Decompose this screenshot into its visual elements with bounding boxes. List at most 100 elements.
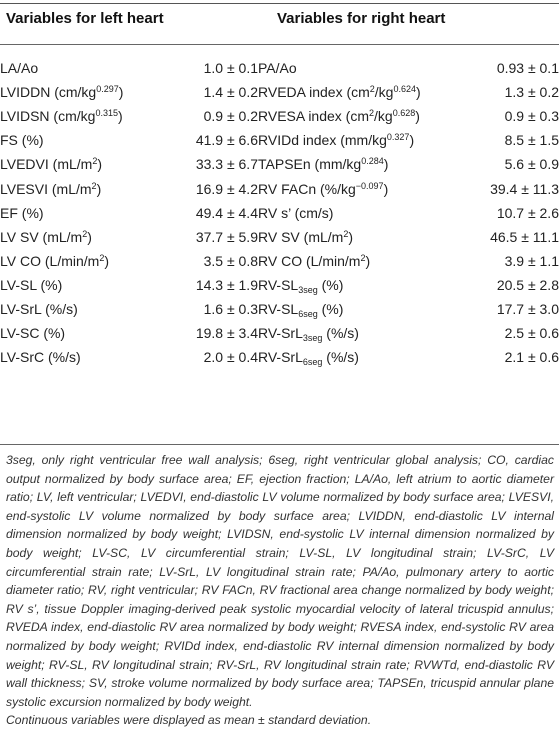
right-variable-suffix: ) <box>383 180 389 197</box>
left-variable-name: EF (%) <box>0 201 158 225</box>
left-variable-name: LV SV (mL/m <box>0 228 83 245</box>
left-variable-suffix: ) <box>117 108 123 125</box>
left-variable-value: 14.3 ± 1.9 <box>195 276 258 293</box>
left-variable-suffix: ) <box>96 180 102 197</box>
table-row: LVEDVI (mL/m2) 33.3 ± 6.7 TAPSEn (mm/kg0.2… <box>0 152 559 176</box>
right-variable-name: RV-SL <box>258 300 299 317</box>
right-variable-name: RV-SrL6seg (%/s) <box>258 345 426 369</box>
right-variable-sub: 3seg <box>302 333 323 344</box>
continuous-variables-note: Continuous variables were displayed as m… <box>6 713 372 728</box>
right-variable-value: 0.93 ± 0.1 <box>496 60 559 77</box>
right-variable-sup2: 0.628 <box>392 108 416 119</box>
left-variable-sup: 2 <box>82 228 88 239</box>
table-row: LV SV (mL/m2) 37.7 ± 5.9 RV SV (mL/m2) 46.5… <box>0 225 559 249</box>
left-variable-sup: 2 <box>99 252 105 263</box>
left-variable-name: LV CO (L/min/m <box>0 252 100 269</box>
left-variable-sup: 0.297 <box>96 84 119 95</box>
right-variable-name: RVIDd index (mm/kg <box>258 132 387 149</box>
left-variable-value: 1.6 ± 0.3 <box>203 300 258 317</box>
left-variable-suffix: ) <box>118 84 124 101</box>
right-variable-sup: 0.284 <box>361 156 384 167</box>
right-variable-value: 20.5 ± 2.8 <box>496 276 559 293</box>
left-variable-value: 1.4 ± 0.2 <box>203 84 258 101</box>
left-variable-suffix: ) <box>104 252 109 269</box>
left-variable-name: LVEDVI (mL/m <box>0 156 93 173</box>
right-variable-name: RV-SL3seg (%) <box>258 273 426 297</box>
right-variable-suffix: ) <box>365 252 371 269</box>
left-variable-name: LV CO (L/min/m2) <box>0 249 158 273</box>
right-variable-sup2: 0.624 <box>393 84 417 95</box>
right-variable-name: RV SV (mL/m2) <box>258 225 426 249</box>
right-variable-sup: 0.327 <box>386 132 410 143</box>
table-row: LV-SrC (%/s) 2.0 ± 0.4 RV-SrL6seg (%/s) 2.1… <box>0 345 559 369</box>
right-variable-value: 1.3 ± 0.2 <box>504 84 559 101</box>
left-variable-name: LA/Ao <box>0 60 39 77</box>
right-variable-sup: 2 <box>369 84 375 95</box>
right-variable-name: RV CO (L/min/m2) <box>258 249 426 273</box>
left-variable-name: LV-SrC (%/s) <box>0 345 158 369</box>
left-variable-suffix: ) <box>87 228 92 245</box>
right-variable-suffix: (%) <box>317 300 344 317</box>
right-variable-sub: 3seg <box>298 284 318 295</box>
left-variable-value: 1.0 ± 0.1 <box>203 60 258 77</box>
left-variable-name: LV-SL (%) <box>0 276 63 293</box>
left-variable-name: EF (%) <box>0 204 44 221</box>
right-variable-name: TAPSEn (mm/kg <box>258 156 362 173</box>
left-variable-name: LVESVI (mL/m2) <box>0 176 158 200</box>
right-variable-suffix: ) <box>348 228 353 245</box>
left-variable-name: LVIDSN (cm/kg <box>0 108 96 125</box>
left-variable-suffix: ) <box>97 156 102 173</box>
right-variable-value: 2.5 ± 0.6 <box>504 325 559 342</box>
right-variable-value: 8.5 ± 1.5 <box>504 132 559 149</box>
left-variable-value: 33.3 ± 6.7 <box>195 156 258 173</box>
bottom-rule <box>0 444 559 445</box>
left-variable-name: LV-SrL (%/s) <box>0 297 158 321</box>
right-variable-name: RV-SL <box>258 276 299 293</box>
left-variable-value: 19.8 ± 3.4 <box>195 325 258 342</box>
right-variable-name: RV SV (mL/m <box>258 228 344 245</box>
right-variable-suffix: ) <box>416 84 421 101</box>
table-footnote: 3seg, only right ventricular free wall a… <box>6 451 554 730</box>
right-variable-mid: /kg <box>374 108 393 125</box>
left-variable-name: FS (%) <box>0 132 44 149</box>
right-variable-name: RV FACn (%/kg <box>258 180 356 197</box>
right-variable-suffix: ) <box>383 156 389 173</box>
right-variable-name: RVEDA index (cm2/kg0.624) <box>258 80 426 104</box>
right-variable-value: 0.9 ± 0.3 <box>504 108 559 125</box>
left-variable-value: 49.4 ± 4.4 <box>195 204 258 221</box>
right-variable-name: PA/Ao <box>258 56 426 80</box>
left-variable-name: LV-SrC (%/s) <box>0 349 81 366</box>
right-variable-suffix: (%) <box>317 276 344 293</box>
abbreviations-note: 3seg, only right ventricular free wall a… <box>6 453 554 709</box>
right-variable-suffix: (%/s) <box>322 325 359 342</box>
right-variable-name: RVESA index (cm2/kg0.628) <box>258 104 426 128</box>
left-variable-name: LV-SC (%) <box>0 321 158 345</box>
left-variable-value: 41.9 ± 6.6 <box>195 132 258 149</box>
left-variable-name: LV-SC (%) <box>0 325 66 342</box>
left-variable-name: LVIDSN (cm/kg0.315) <box>0 104 158 128</box>
right-variable-sub: 6seg <box>302 357 323 368</box>
left-variable-name: LVIDDN (cm/kg <box>0 84 97 101</box>
right-variable-name: RV CO (L/min/m <box>258 252 361 269</box>
table-row: LV-SrL (%/s) 1.6 ± 0.3 RV-SL6seg (%) 17.7 ±… <box>0 297 559 321</box>
left-variable-name: LV SV (mL/m2) <box>0 225 158 249</box>
left-variable-name: LA/Ao <box>0 56 158 80</box>
right-variable-name: RV-SL6seg (%) <box>258 297 426 321</box>
right-variable-value: 46.5 ± 11.1 <box>490 228 559 245</box>
right-variable-sup: 2 <box>360 252 366 263</box>
left-variable-value: 3.5 ± 0.8 <box>203 252 258 269</box>
right-variable-value: 3.9 ± 1.1 <box>504 252 559 269</box>
table-row: LV-SC (%) 19.8 ± 3.4 RV-SrL3seg (%/s) 2.5 ±… <box>0 321 559 345</box>
right-variable-name: RV-SrL <box>258 349 303 366</box>
right-variable-value: 5.6 ± 0.9 <box>504 156 559 173</box>
right-variable-value: 39.4 ± 11.3 <box>490 180 559 197</box>
right-variable-sup: −0.097 <box>355 180 384 191</box>
left-variable-value: 0.9 ± 0.2 <box>203 108 258 125</box>
table-row: FS (%) 41.9 ± 6.6 RVIDd index (mm/kg0.327)… <box>0 128 559 152</box>
top-rule <box>0 3 559 4</box>
table-row: LV-SL (%) 14.3 ± 1.9 RV-SL3seg (%) 20.5 ± 2… <box>0 273 559 297</box>
right-variable-suffix: ) <box>409 132 415 149</box>
header-rule <box>0 44 559 45</box>
right-variable-name: RV-SrL3seg (%/s) <box>258 321 426 345</box>
